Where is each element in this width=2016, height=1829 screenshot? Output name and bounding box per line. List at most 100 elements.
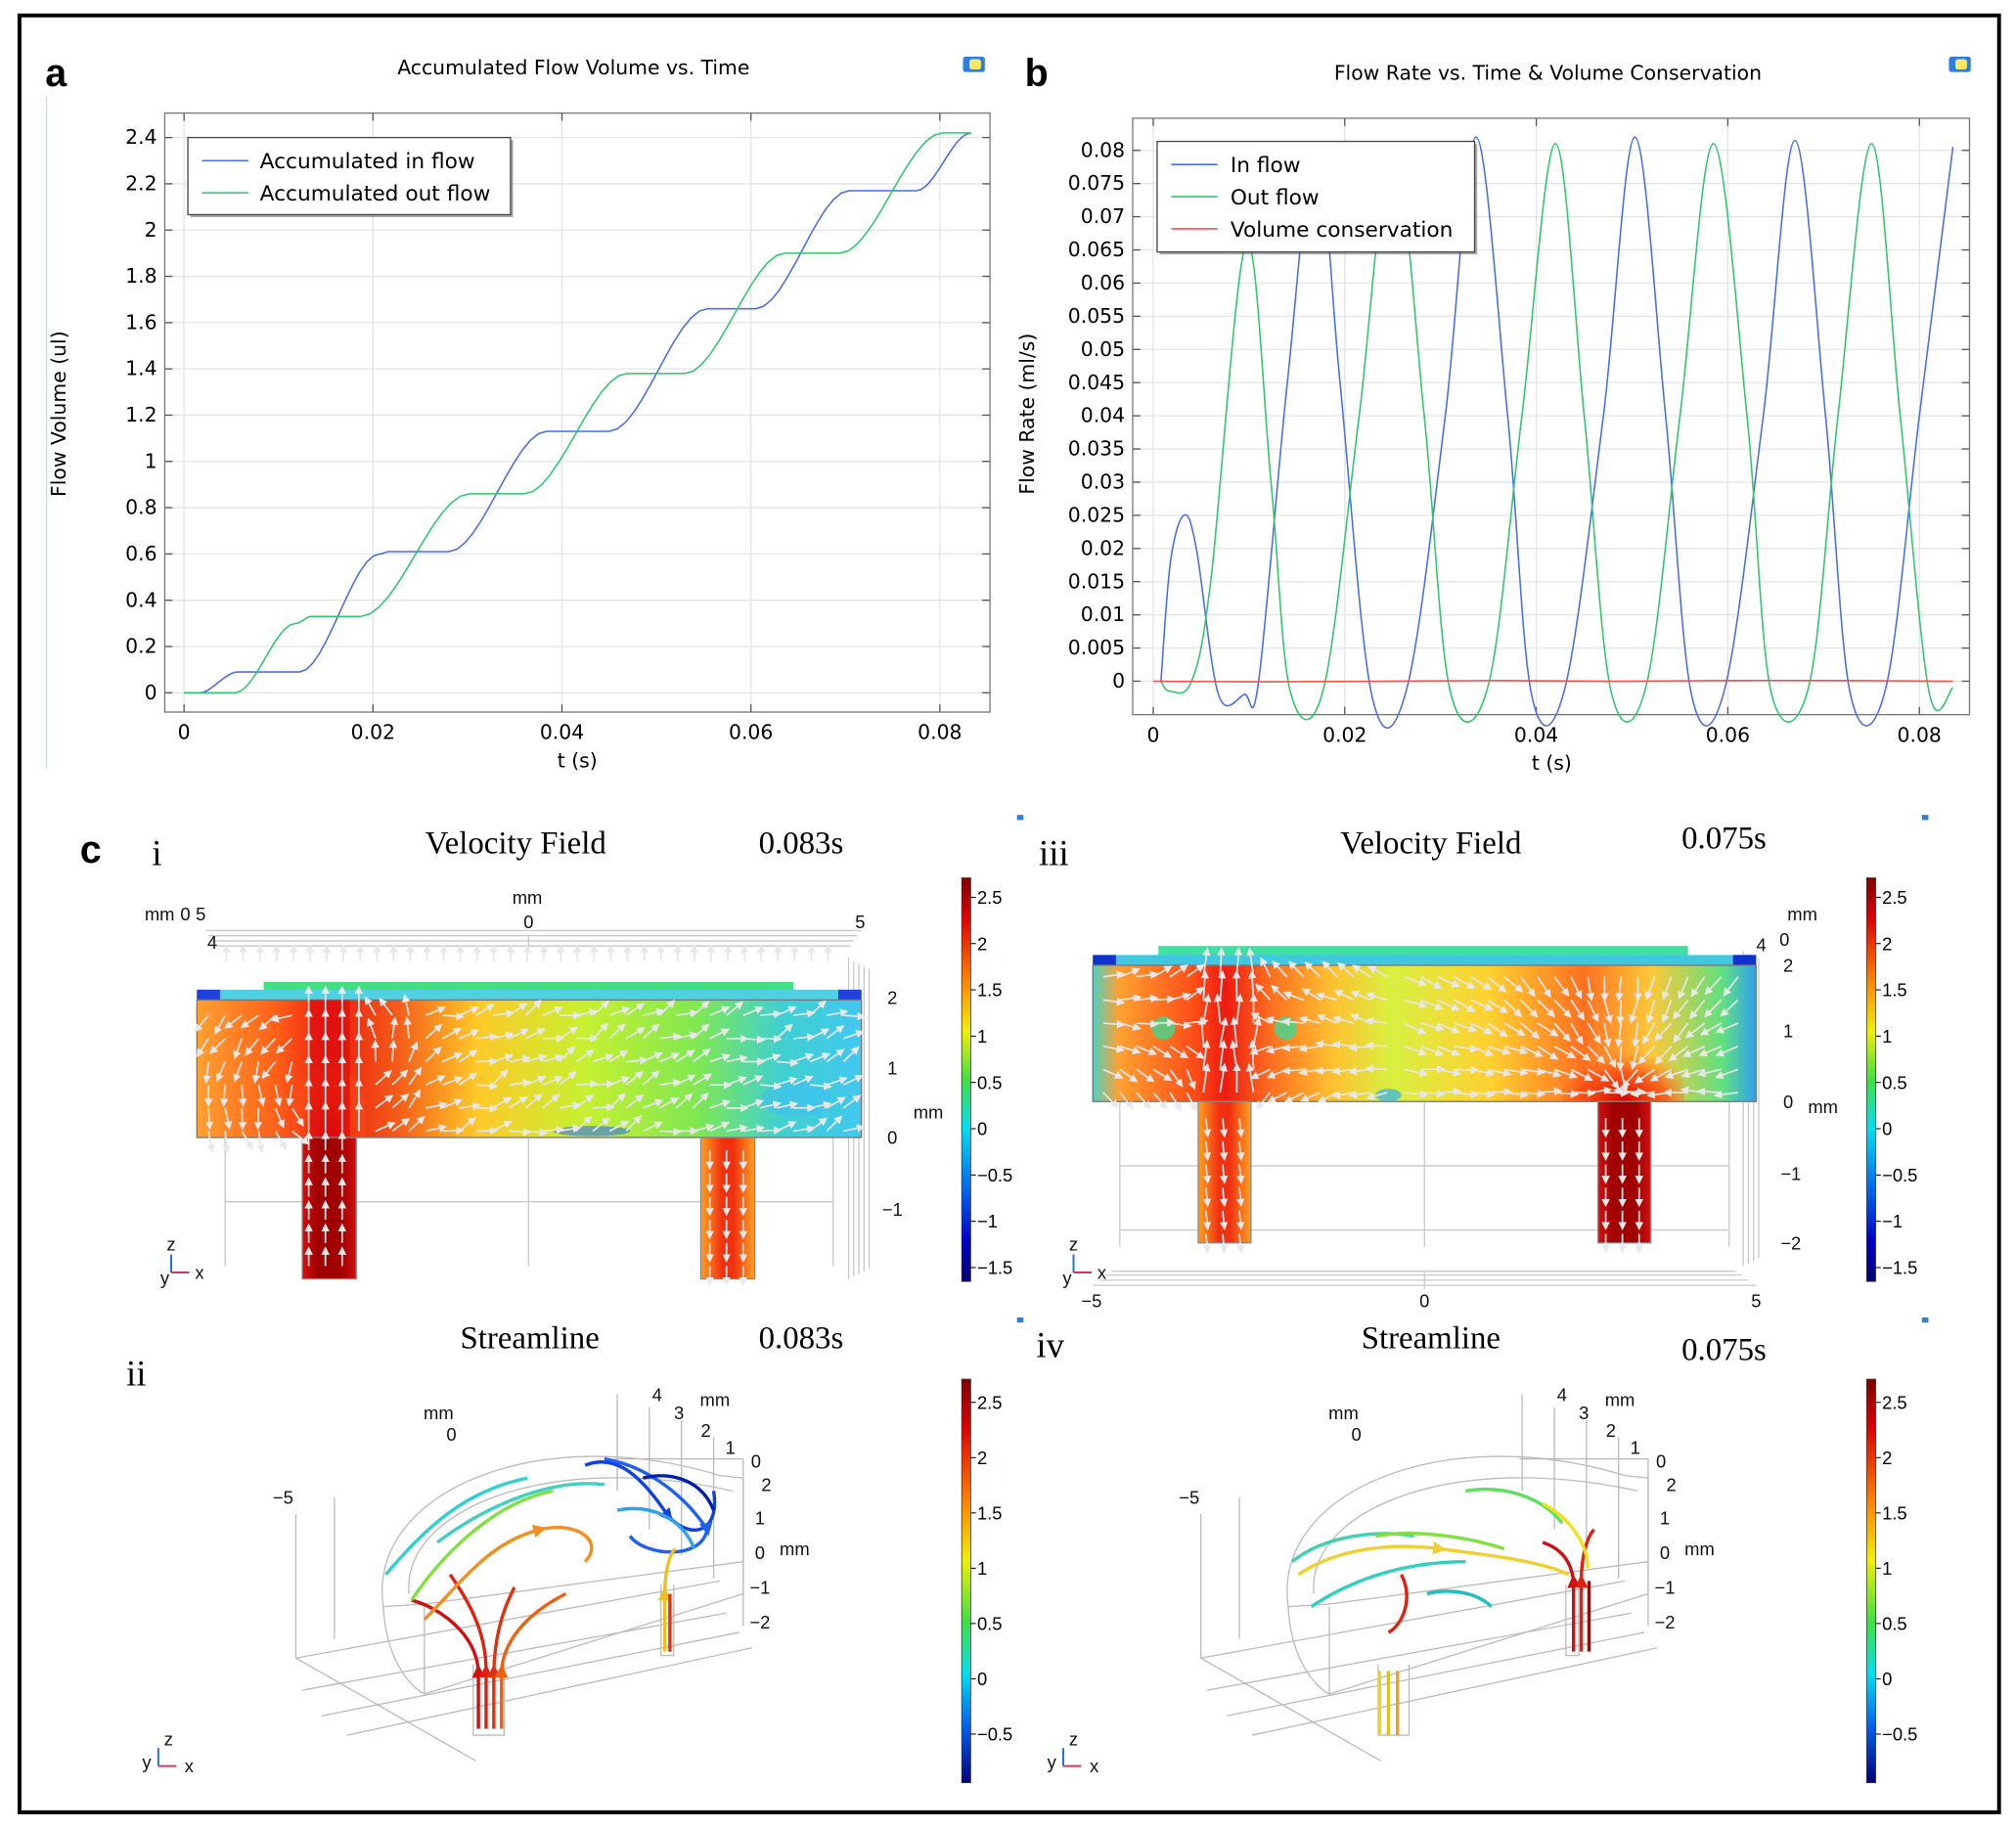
velocity-arrow bbox=[194, 1014, 209, 1033]
streamlines-iv bbox=[1290, 1488, 1596, 1736]
axis-label-iv: 1 bbox=[1631, 1437, 1640, 1457]
streamline bbox=[1426, 1589, 1493, 1608]
velocity-arrow bbox=[792, 1033, 816, 1042]
velocity-arrow bbox=[1316, 992, 1338, 1002]
velocity-arrow bbox=[1603, 1046, 1617, 1069]
velocity-arrow bbox=[1366, 1092, 1388, 1100]
velocity-arrow bbox=[1715, 1068, 1739, 1080]
velocity-arrow bbox=[1553, 1068, 1578, 1079]
colorbar-streamline-ii bbox=[961, 1378, 971, 1784]
wireframe-edge bbox=[614, 1394, 744, 1627]
axis-label-ii: 4 bbox=[652, 1384, 662, 1405]
velocity-arrow bbox=[1255, 983, 1272, 1001]
velocity-arrow bbox=[1661, 1000, 1673, 1024]
velocity-arrow bbox=[256, 1131, 265, 1153]
axis-triad-label: z bbox=[1069, 1234, 1078, 1255]
streamline bbox=[411, 1598, 486, 1729]
y-tick-label: 1.8 bbox=[125, 264, 157, 288]
velocity-arrow bbox=[285, 1061, 293, 1084]
colorbar-tick-label: 1.5 bbox=[977, 1502, 1003, 1523]
wireframe-edge bbox=[381, 1455, 744, 1608]
velocity-arrow bbox=[1169, 992, 1192, 1002]
velocity-arrow bbox=[274, 1084, 283, 1107]
velocity-arrow bbox=[458, 1072, 478, 1086]
subpanel-title-iii: Velocity Field bbox=[1340, 826, 1522, 862]
velocity-arrow bbox=[776, 1121, 797, 1133]
velocity-arrow bbox=[475, 1004, 495, 1016]
axis-triad-label: z bbox=[164, 1729, 173, 1750]
velocity-arrow bbox=[1615, 976, 1624, 1002]
velocity-arrow bbox=[459, 1005, 480, 1016]
velocity-arrow bbox=[1603, 1022, 1612, 1048]
comsol-icon bbox=[1016, 1316, 1024, 1323]
chart-a-legend: Accumulated in flow Accumulated out flow bbox=[187, 136, 514, 218]
axis-label-ii: −1 bbox=[749, 1578, 770, 1598]
colorbar-streamline-iv bbox=[1865, 1378, 1876, 1784]
velocity-arrow bbox=[1437, 1068, 1462, 1077]
velocity-arrow bbox=[1615, 1022, 1624, 1048]
velocity-arrow bbox=[425, 1005, 447, 1016]
colorbar-tick-label: 0 bbox=[977, 1669, 987, 1689]
velocity-arrow bbox=[1437, 1045, 1461, 1056]
axis-label-ii: mm bbox=[700, 1390, 731, 1410]
velocity-arrow bbox=[709, 1005, 731, 1016]
velocity-arrow bbox=[1587, 1022, 1601, 1045]
outlet-channel bbox=[1597, 1100, 1652, 1244]
colorbar-tick-label: 1.5 bbox=[977, 980, 1003, 1001]
velocity-arrow bbox=[742, 1005, 764, 1016]
velocity-arrow bbox=[1102, 1092, 1119, 1109]
velocity-arrow bbox=[726, 1076, 748, 1086]
y-tick-label: 0.055 bbox=[1068, 304, 1125, 328]
velocity-arrow bbox=[1723, 976, 1739, 997]
axis-label-iii: −5 bbox=[1081, 1290, 1101, 1311]
axis-label-iii: −2 bbox=[1780, 1232, 1801, 1253]
velocity-arrow bbox=[1219, 1062, 1229, 1093]
velocity-arrow bbox=[1366, 992, 1388, 1002]
velocity-arrow bbox=[592, 1117, 610, 1133]
subpanel-label-i: i bbox=[152, 832, 161, 872]
y-tick-label: 1.4 bbox=[125, 357, 157, 380]
axis-label-ii: 2 bbox=[701, 1420, 711, 1441]
velocity-arrow bbox=[1587, 1046, 1606, 1064]
chart-b-xlabel: t (s) bbox=[1532, 751, 1572, 775]
streamline bbox=[448, 1573, 493, 1729]
velocity-arrow bbox=[658, 1096, 680, 1109]
velocity-arrow bbox=[1644, 976, 1656, 1001]
velocity-arrow bbox=[475, 1081, 499, 1091]
velocity-arrows-iii bbox=[1102, 947, 1739, 1254]
velocity-arrow bbox=[575, 1094, 595, 1109]
velocity-arrow bbox=[809, 1000, 827, 1016]
velocity-arrow bbox=[1570, 1046, 1591, 1061]
velocity-arrow bbox=[379, 997, 393, 1016]
velocity-arrow bbox=[441, 1051, 464, 1063]
velocity-arrow bbox=[608, 1120, 630, 1133]
colorbar-tick-label: 0.5 bbox=[1882, 1613, 1907, 1633]
velocity-arrow bbox=[492, 1009, 515, 1018]
velocity-arrow bbox=[659, 1052, 681, 1063]
velocity-arrow bbox=[1219, 1118, 1229, 1138]
axis-label-iii: mm bbox=[1787, 904, 1817, 924]
y-tick-label: 0.045 bbox=[1068, 371, 1125, 394]
velocity-arrow bbox=[1537, 999, 1555, 1018]
velocity-arrow bbox=[692, 1023, 710, 1040]
velocity-arrow bbox=[658, 999, 676, 1016]
x-tick-label: 0.02 bbox=[351, 721, 395, 744]
chart-b-ticks: 0 0.02 0.04 0.06 0.08 0 0.005 0.01 0.015 0.02 0.02… bbox=[1068, 117, 1970, 746]
velocity-arrow bbox=[1537, 976, 1551, 999]
velocity-arrow bbox=[792, 1075, 814, 1086]
y-tick-label: 2.4 bbox=[125, 125, 157, 149]
velocity-arrow bbox=[233, 1038, 244, 1060]
velocity-arrow bbox=[1299, 1092, 1322, 1102]
velocity-arrow bbox=[1202, 1187, 1212, 1208]
velocity-arrow bbox=[1219, 1210, 1229, 1230]
velocity-arrow bbox=[742, 1035, 766, 1045]
velocity-arrow bbox=[1690, 976, 1706, 998]
velocity-arrow bbox=[1351, 964, 1371, 978]
subpanel-title-ii: Streamline bbox=[461, 1321, 600, 1357]
colorbar-tick-label: 0 bbox=[1882, 1119, 1892, 1139]
axis-label-iv: 2 bbox=[1606, 1420, 1616, 1441]
velocity-arrow bbox=[388, 1039, 398, 1062]
velocity-arrow bbox=[826, 1025, 845, 1040]
velocity-arrow bbox=[425, 1023, 443, 1040]
velocity-arrow bbox=[509, 1028, 530, 1040]
